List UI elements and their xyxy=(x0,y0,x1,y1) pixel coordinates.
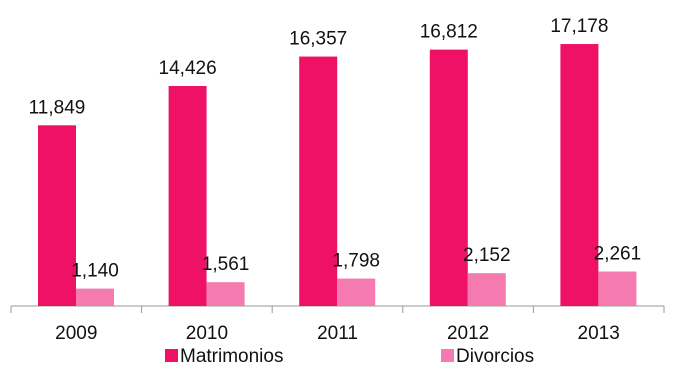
data-label-matrimonios: 16,812 xyxy=(420,22,478,43)
x-tick-label: 2013 xyxy=(578,323,620,344)
bar-matrimonios xyxy=(560,44,599,307)
bar-matrimonios xyxy=(168,86,207,306)
bar-matrimonios xyxy=(38,125,76,306)
legend-swatch-divorcios xyxy=(441,349,454,362)
data-label-matrimonios: 14,426 xyxy=(159,58,217,79)
data-label-divorcios: 2,261 xyxy=(594,244,642,265)
x-tick-label: 2011 xyxy=(317,323,358,344)
data-label-matrimonios: 17,178 xyxy=(550,16,608,37)
bar-divorcios xyxy=(598,271,637,306)
data-label-matrimonios: 11,849 xyxy=(29,97,86,118)
x-tick-label: 2009 xyxy=(55,323,97,344)
legend-swatch-matrimonios xyxy=(165,349,178,362)
data-label-matrimonios: 16,357 xyxy=(289,29,347,50)
data-label-divorcios: 1,798 xyxy=(332,251,380,272)
bar-divorcios xyxy=(337,278,376,306)
bar-divorcios xyxy=(206,282,245,306)
bar-matrimonios xyxy=(299,56,338,306)
data-label-divorcios: 1,561 xyxy=(202,254,250,275)
bar-matrimonios xyxy=(429,49,468,306)
x-tick-label: 2010 xyxy=(186,323,228,344)
legend-label-matrimonios: Matrimonios xyxy=(180,346,283,367)
data-label-divorcios: 2,152 xyxy=(463,245,511,266)
data-label-divorcios: 1,140 xyxy=(71,261,119,282)
legend-label-divorcios: Divorcios xyxy=(456,346,534,367)
bar-divorcios xyxy=(76,288,114,306)
x-tick-label: 2012 xyxy=(447,323,489,344)
bar-divorcios xyxy=(467,273,506,306)
